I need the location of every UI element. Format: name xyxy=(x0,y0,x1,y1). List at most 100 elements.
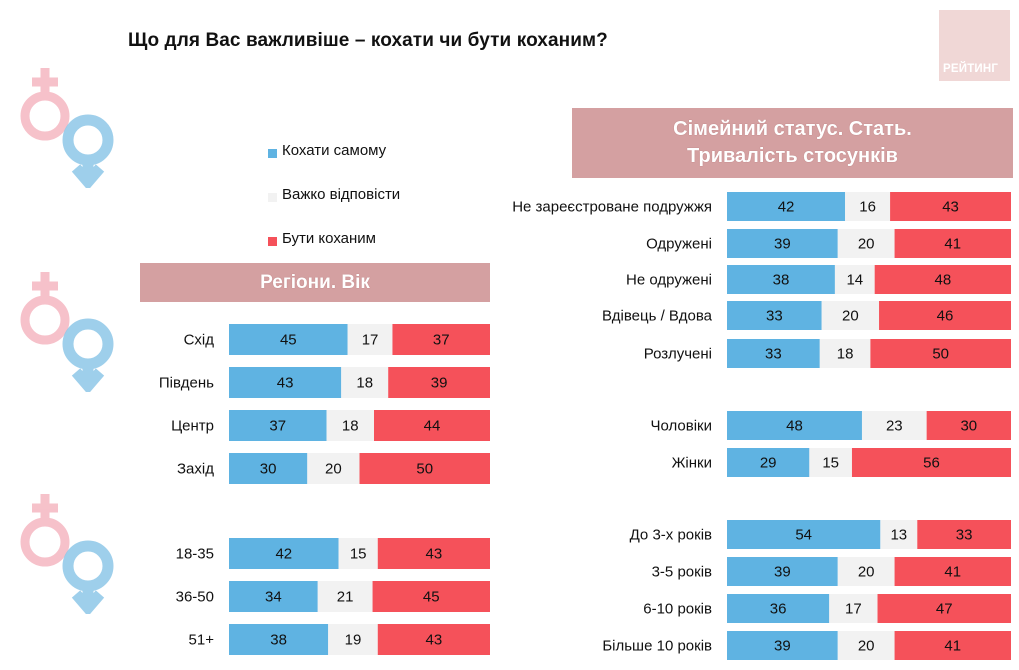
category-label: Жінки xyxy=(672,455,712,472)
bar-segment xyxy=(359,453,490,484)
bar-segment xyxy=(388,367,490,398)
logo-text: РЕЙТИНГ xyxy=(943,63,999,75)
bar-segment xyxy=(727,265,835,294)
bar-segment xyxy=(727,339,820,368)
data-label: 39 xyxy=(774,236,791,253)
data-label: 43 xyxy=(277,375,294,392)
bar-segment xyxy=(328,624,378,655)
bar-segment xyxy=(894,557,1011,586)
data-label: 33 xyxy=(766,308,783,325)
legend-label: Кохати самому xyxy=(282,142,387,159)
bar-segment xyxy=(727,557,838,586)
category-label: Південь xyxy=(159,375,214,392)
data-label: 42 xyxy=(778,199,795,216)
category-label: 36-50 xyxy=(176,589,214,606)
data-label: 41 xyxy=(944,236,961,253)
category-label: Одружені xyxy=(646,236,712,253)
data-label: 39 xyxy=(774,564,791,581)
data-label: 34 xyxy=(265,589,282,606)
data-label: 43 xyxy=(426,632,443,649)
data-label: 45 xyxy=(280,332,297,349)
bar-segment xyxy=(880,520,918,549)
bar-segment xyxy=(727,192,846,221)
bar-segment xyxy=(837,229,895,258)
category-label: Центр xyxy=(171,418,214,435)
data-label: 42 xyxy=(275,546,292,563)
bar-segment xyxy=(229,624,329,655)
data-label: 17 xyxy=(362,332,379,349)
bar-segment xyxy=(894,229,1011,258)
data-label: 33 xyxy=(956,527,973,544)
category-label: 18-35 xyxy=(176,546,214,563)
category-label: Вдівець / Вдова xyxy=(602,308,713,325)
regions-age-header: Регіони. Вік xyxy=(140,263,490,302)
bar-segment xyxy=(877,594,1011,623)
bar-segment xyxy=(890,192,1011,221)
data-label: 50 xyxy=(932,346,949,363)
data-label: 17 xyxy=(845,601,862,618)
data-label: 15 xyxy=(350,546,367,563)
data-label: 41 xyxy=(944,638,961,655)
data-label: 48 xyxy=(786,418,803,435)
bar-segment xyxy=(347,324,393,355)
data-label: 18 xyxy=(342,418,359,435)
data-label: 43 xyxy=(426,546,443,563)
data-label: 41 xyxy=(944,564,961,581)
data-label: 47 xyxy=(936,601,953,618)
bar-segment xyxy=(879,301,1011,330)
data-label: 18 xyxy=(356,375,373,392)
category-label: Розлучені xyxy=(644,346,712,363)
data-label: 33 xyxy=(765,346,782,363)
bar-segment xyxy=(307,453,360,484)
bar-segment xyxy=(727,520,881,549)
header-line-2: Тривалість стосунків xyxy=(687,145,898,167)
bar-segment xyxy=(326,410,374,441)
data-label: 20 xyxy=(842,308,859,325)
data-label: 39 xyxy=(774,638,791,655)
data-label: 30 xyxy=(260,461,277,478)
chart-title: Що для Вас важливіше – кохати чи бути ко… xyxy=(128,30,608,51)
data-label: 37 xyxy=(433,332,450,349)
category-label: 51+ xyxy=(189,632,215,649)
bar-segment xyxy=(809,448,852,477)
data-label: 38 xyxy=(773,272,790,289)
bar-segment xyxy=(727,411,862,440)
bar-segment xyxy=(377,624,490,655)
data-label: 18 xyxy=(837,346,854,363)
data-label: 43 xyxy=(942,199,959,216)
bar-segment xyxy=(377,538,490,569)
rating-logo: РЕЙТИНГ xyxy=(939,10,1010,81)
category-label: Більше 10 років xyxy=(602,638,712,655)
bar-segment xyxy=(874,265,1011,294)
legend-label: Бути коханим xyxy=(282,230,376,247)
category-label: Не зареєстроване подружжя xyxy=(512,199,712,216)
data-label: 50 xyxy=(416,461,433,478)
header-line-1: Сімейний статус. Стать. xyxy=(673,118,912,140)
bar-segment xyxy=(727,631,838,660)
legend-swatch xyxy=(268,149,277,158)
bar-segment xyxy=(727,229,838,258)
bar-segment xyxy=(317,581,373,612)
category-label: Схід xyxy=(184,332,215,349)
data-label: 20 xyxy=(858,564,875,581)
bar-segment xyxy=(727,301,822,330)
bar-segment xyxy=(837,557,895,586)
bar-segment xyxy=(229,538,339,569)
data-label: 29 xyxy=(760,455,777,472)
gender-symbols-icon xyxy=(20,68,114,188)
category-label: Чоловіки xyxy=(650,418,712,435)
bar-segment xyxy=(372,581,490,612)
data-label: 15 xyxy=(822,455,839,472)
bar-segment xyxy=(845,192,891,221)
bar-segment xyxy=(829,594,878,623)
category-label: Не одружені xyxy=(626,272,712,289)
data-label: 19 xyxy=(345,632,362,649)
category-label: 3-5 років xyxy=(652,564,712,581)
bar-segment xyxy=(229,410,327,441)
data-label: 56 xyxy=(923,455,940,472)
category-label: До 3-х років xyxy=(630,527,712,544)
data-label: 37 xyxy=(269,418,286,435)
bar-segment xyxy=(926,411,1011,440)
bar-segment xyxy=(229,453,308,484)
bar-segment xyxy=(229,367,342,398)
